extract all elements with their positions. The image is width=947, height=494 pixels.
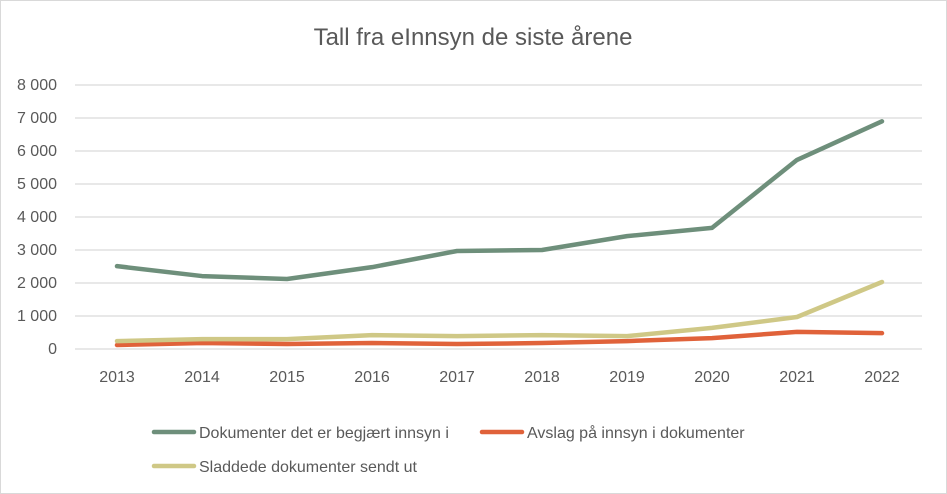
x-tick-label: 2022 [864, 369, 900, 386]
y-tick-label: 4 000 [17, 209, 57, 226]
chart-title: Tall fra eInnsyn de siste årene [314, 24, 633, 51]
x-tick-label: 2015 [269, 369, 305, 386]
legend-item: Sladdede dokumenter sendt ut [151, 459, 417, 476]
y-tick-label: 1 000 [17, 308, 57, 325]
x-tick-label: 2019 [609, 369, 645, 386]
series-line-1 [114, 119, 885, 282]
x-tick-label: 2021 [779, 369, 815, 386]
x-tick-label: 2013 [99, 369, 135, 386]
y-tick-label: 6 000 [17, 143, 57, 160]
legend-label: Avslag på innsyn i dokumenter [527, 424, 745, 442]
x-tick-label: 2016 [354, 369, 390, 386]
legend-label: Sladdede dokumenter sendt ut [199, 459, 417, 476]
legend-item: Dokumenter det er begjært innsyn i [151, 425, 449, 442]
y-tick-label: 3 000 [17, 242, 57, 259]
series-line-3 [114, 279, 885, 344]
x-tick-label: 2017 [439, 369, 475, 386]
y-tick-label: 2 000 [17, 275, 57, 292]
y-tick-label: 8 000 [17, 77, 57, 94]
x-tick-label: 2018 [524, 369, 560, 386]
x-tick-label: 2020 [694, 369, 730, 386]
legend-item: Avslag på innsyn i dokumenter [479, 424, 745, 442]
legend-label: Dokumenter det er begjært innsyn i [199, 425, 449, 442]
y-tick-label: 0 [48, 341, 57, 358]
series-line-2 [114, 329, 885, 348]
y-tick-label: 5 000 [17, 176, 57, 193]
y-tick-label: 7 000 [17, 110, 57, 127]
x-tick-label: 2014 [184, 369, 220, 386]
